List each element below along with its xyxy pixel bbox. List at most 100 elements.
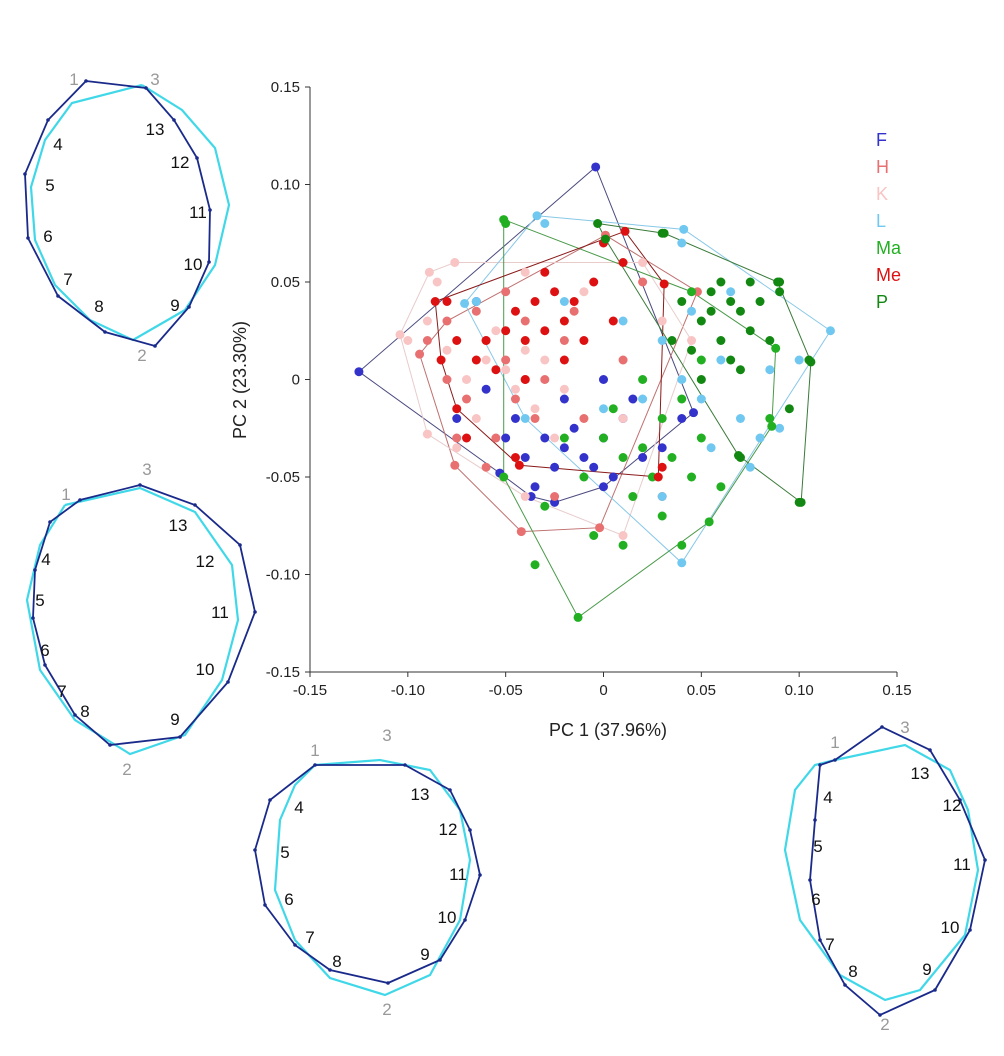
landmark-label: 4 — [294, 798, 303, 817]
landmark-label: 2 — [382, 1000, 391, 1019]
landmark-point — [238, 543, 242, 547]
point-p — [794, 497, 804, 507]
landmark-label: 8 — [94, 297, 103, 316]
landmark-label: 10 — [438, 908, 457, 927]
hull-vertex-k — [395, 330, 405, 340]
point-h — [638, 277, 648, 287]
point-p — [687, 345, 697, 355]
landmark-label: 9 — [170, 296, 179, 315]
x-tick-label: 0.10 — [785, 682, 814, 699]
point-me — [501, 326, 511, 336]
point-ma — [638, 375, 648, 384]
landmark-point — [386, 981, 390, 985]
hull-vertex-h — [516, 527, 526, 537]
point-p — [804, 355, 814, 365]
landmark-label: 13 — [146, 120, 165, 139]
point-p — [775, 287, 785, 297]
point-l — [706, 443, 716, 453]
landmark-label: 8 — [332, 952, 341, 971]
landmark-label: 4 — [53, 135, 62, 154]
point-me — [608, 316, 618, 326]
y-tick-label: 0.15 — [271, 79, 300, 96]
hull-vertex-p — [593, 219, 603, 228]
landmark-point — [268, 798, 272, 802]
point-h — [579, 414, 589, 423]
point-me — [442, 297, 452, 306]
point-k — [540, 355, 550, 365]
landmark-point — [263, 903, 267, 907]
point-ma — [657, 511, 667, 521]
point-f — [540, 433, 550, 443]
hull-vertex-l — [679, 224, 689, 234]
extreme-shape-outline — [32, 484, 256, 746]
hull-vertex-me — [452, 404, 462, 414]
hull-vertex-h — [450, 460, 460, 470]
landmark-label: 4 — [823, 788, 832, 807]
point-k — [559, 384, 569, 394]
point-l — [765, 365, 775, 375]
point-h — [501, 287, 511, 297]
hull-vertex-f — [689, 408, 699, 418]
y-axis-label: PC 2 (23.30%) — [230, 321, 250, 439]
point-p — [784, 404, 794, 414]
landmark-label: 11 — [189, 203, 207, 222]
landmark-point — [328, 968, 332, 972]
point-p — [735, 365, 745, 375]
landmark-label: 11 — [953, 855, 971, 874]
point-k — [491, 326, 501, 336]
point-me — [618, 258, 628, 267]
point-p — [765, 336, 775, 345]
hull-me — [434, 230, 665, 478]
point-f — [657, 443, 667, 453]
landmark-point — [448, 788, 452, 792]
hull-vertex-ma — [771, 343, 781, 353]
point-h — [422, 336, 432, 345]
point-ma — [628, 492, 638, 501]
point-l — [696, 394, 706, 404]
landmark-label: 10 — [184, 255, 203, 274]
point-me — [540, 326, 550, 336]
point-k — [618, 414, 628, 423]
point-p — [716, 336, 726, 345]
convex-hulls — [358, 166, 832, 619]
extreme-shape-outline — [254, 764, 481, 984]
landmark-label: 9 — [420, 945, 429, 964]
landmark-point — [187, 305, 191, 309]
landmark-label: 8 — [80, 702, 89, 721]
point-f — [520, 453, 530, 462]
point-ma — [687, 472, 697, 482]
point-k — [520, 345, 530, 355]
point-l — [735, 414, 745, 423]
point-f — [599, 375, 608, 384]
point-h — [462, 394, 472, 404]
hull-vertex-k — [422, 429, 432, 439]
landmark-label: 10 — [196, 660, 215, 679]
point-me — [462, 433, 472, 443]
landmark-point — [293, 943, 297, 947]
landmark-point — [138, 483, 142, 487]
landmark-point — [878, 1013, 882, 1017]
landmark-point — [172, 118, 176, 122]
point-me — [579, 336, 589, 345]
point-ma — [599, 433, 608, 443]
point-p — [696, 316, 706, 326]
point-f — [550, 462, 560, 472]
point-me — [657, 462, 667, 472]
landmark-label: 4 — [41, 550, 50, 569]
point-ma — [618, 540, 628, 550]
landmark-point — [403, 763, 407, 767]
x-tick-label: 0.05 — [687, 682, 716, 699]
point-k — [510, 384, 520, 394]
point-me — [491, 365, 501, 375]
point-p — [755, 297, 765, 306]
landmark-point — [880, 725, 884, 729]
point-ma — [657, 414, 667, 423]
point-ma — [618, 453, 628, 462]
hull-ma — [503, 218, 777, 619]
landmark-point — [23, 172, 27, 176]
landmark-point — [253, 610, 257, 614]
data-points — [354, 162, 835, 622]
landmark-point — [207, 260, 211, 264]
point-p — [726, 297, 736, 306]
